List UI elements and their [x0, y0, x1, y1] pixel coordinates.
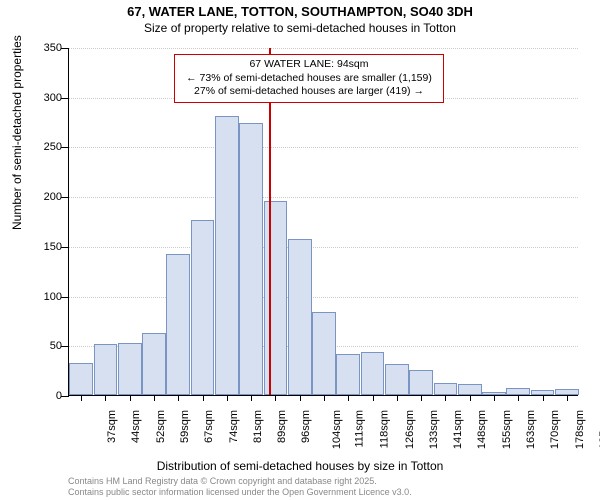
- y-tick: [61, 346, 69, 347]
- histogram-bar: [506, 388, 530, 395]
- x-tick-label: 67sqm: [203, 410, 215, 443]
- histogram-bar: [118, 343, 142, 395]
- x-tick: [470, 395, 471, 401]
- histogram-bar: [288, 239, 312, 395]
- histogram-bar: [239, 123, 263, 395]
- y-tick-label: 100: [32, 291, 62, 303]
- x-tick: [300, 395, 301, 401]
- grid-line: [69, 147, 578, 148]
- x-tick-label: 44sqm: [130, 410, 142, 443]
- histogram-bar: [166, 254, 190, 395]
- x-tick: [324, 395, 325, 401]
- footer-attribution: Contains HM Land Registry data © Crown c…: [68, 476, 412, 498]
- histogram-bar: [409, 370, 433, 395]
- x-tick-label: 118sqm: [379, 410, 391, 448]
- histogram-bar: [458, 384, 482, 395]
- histogram-bar: [312, 312, 336, 395]
- histogram-bar: [215, 116, 239, 395]
- chart-subtitle: Size of property relative to semi-detach…: [0, 21, 600, 39]
- x-tick: [567, 395, 568, 401]
- y-tick-label: 50: [32, 340, 62, 352]
- footer-line2: Contains public sector information licen…: [68, 487, 412, 498]
- histogram-bar: [434, 383, 458, 395]
- x-tick: [397, 395, 398, 401]
- x-tick-label: 59sqm: [179, 410, 191, 443]
- y-tick: [61, 147, 69, 148]
- grid-line: [69, 197, 578, 198]
- x-tick: [251, 395, 252, 401]
- plot-area: 05010015020025030035037sqm44sqm52sqm59sq…: [68, 48, 578, 396]
- x-tick-label: 104sqm: [331, 410, 343, 449]
- x-tick: [421, 395, 422, 401]
- x-tick-label: 133sqm: [428, 410, 440, 449]
- annotation-line1: 67 WATER LANE: 94sqm: [181, 58, 437, 72]
- x-tick-label: 126sqm: [404, 410, 416, 449]
- histogram-bar: [69, 363, 93, 395]
- histogram-bar: [336, 354, 360, 395]
- x-tick-label: 148sqm: [477, 410, 489, 449]
- y-tick: [61, 247, 69, 248]
- x-tick-label: 52sqm: [155, 410, 167, 443]
- histogram-bar: [94, 344, 118, 395]
- x-tick-label: 155sqm: [501, 410, 513, 449]
- x-tick: [105, 395, 106, 401]
- y-tick-label: 250: [32, 141, 62, 153]
- x-tick-label: 96sqm: [300, 410, 312, 443]
- histogram-bar: [191, 220, 215, 395]
- x-tick-label: 89sqm: [276, 410, 288, 443]
- x-tick-label: 37sqm: [106, 410, 118, 443]
- annotation-line3: 27% of semi-detached houses are larger (…: [181, 85, 437, 99]
- y-tick: [61, 297, 69, 298]
- x-tick-label: 111sqm: [354, 410, 366, 448]
- y-axis-title: Number of semi-detached properties: [10, 35, 24, 230]
- x-tick-label: 74sqm: [228, 410, 240, 443]
- chart-title: 67, WATER LANE, TOTTON, SOUTHAMPTON, SO4…: [0, 0, 600, 21]
- footer-line1: Contains HM Land Registry data © Crown c…: [68, 476, 412, 487]
- chart-container: 05010015020025030035037sqm44sqm52sqm59sq…: [48, 48, 578, 416]
- x-tick: [373, 395, 374, 401]
- annotation-box: 67 WATER LANE: 94sqm← 73% of semi-detach…: [174, 54, 444, 103]
- x-tick: [130, 395, 131, 401]
- x-tick-label: 170sqm: [549, 410, 561, 449]
- histogram-bar: [361, 352, 385, 395]
- x-tick-label: 141sqm: [452, 410, 464, 449]
- x-tick-label: 163sqm: [525, 410, 537, 449]
- grid-line: [69, 297, 578, 298]
- y-tick-label: 0: [32, 390, 62, 402]
- grid-line: [69, 48, 578, 49]
- x-tick: [518, 395, 519, 401]
- x-tick-label: 178sqm: [574, 410, 586, 449]
- grid-line: [69, 247, 578, 248]
- x-tick: [445, 395, 446, 401]
- x-tick: [543, 395, 544, 401]
- y-tick: [61, 396, 69, 397]
- x-axis-title: Distribution of semi-detached houses by …: [0, 459, 600, 473]
- x-tick: [275, 395, 276, 401]
- y-tick: [61, 48, 69, 49]
- x-tick: [154, 395, 155, 401]
- x-tick: [227, 395, 228, 401]
- y-tick-label: 200: [32, 191, 62, 203]
- annotation-line2: ← 73% of semi-detached houses are smalle…: [181, 72, 437, 86]
- y-tick-label: 150: [32, 241, 62, 253]
- x-tick: [348, 395, 349, 401]
- x-tick-label: 81sqm: [252, 410, 264, 443]
- x-tick: [203, 395, 204, 401]
- x-tick: [178, 395, 179, 401]
- histogram-bar: [264, 201, 288, 395]
- histogram-bar: [385, 364, 409, 395]
- histogram-bar: [142, 333, 166, 395]
- y-tick: [61, 98, 69, 99]
- y-tick-label: 300: [32, 92, 62, 104]
- x-tick: [81, 395, 82, 401]
- y-tick: [61, 197, 69, 198]
- y-tick-label: 350: [32, 42, 62, 54]
- x-tick: [494, 395, 495, 401]
